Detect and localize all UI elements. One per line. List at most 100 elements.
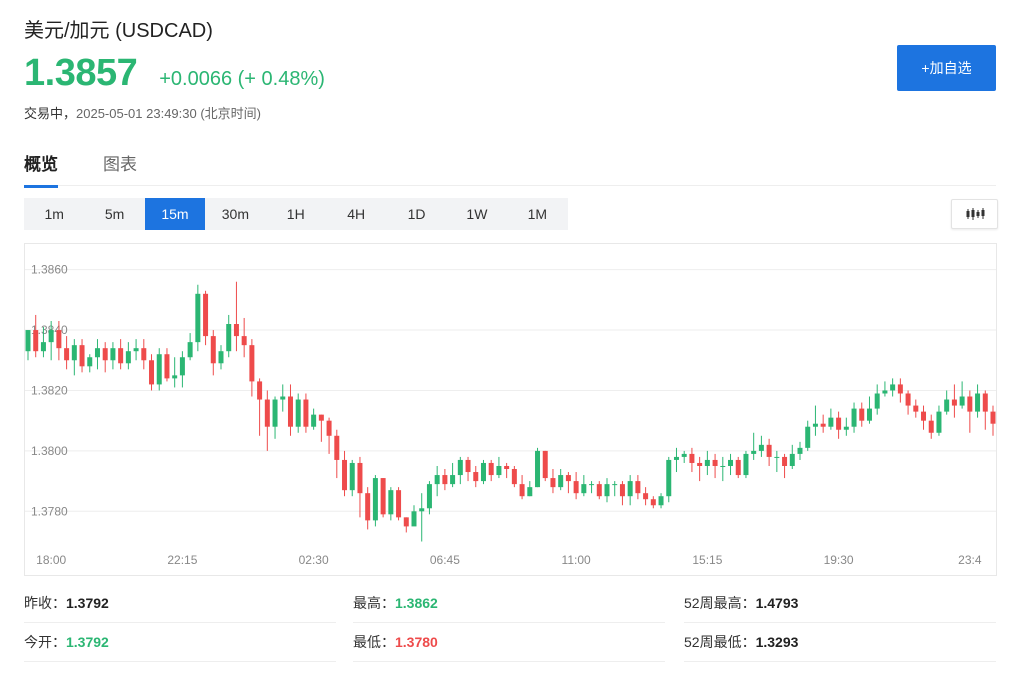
candle (457, 456, 463, 485)
y-tick-label: 1.3800 (31, 444, 68, 458)
candle (303, 393, 309, 433)
candle (859, 402, 865, 427)
candle (836, 411, 842, 439)
candle (249, 339, 255, 397)
period-5m[interactable]: 5m (104, 206, 125, 222)
candle (982, 390, 988, 430)
x-tick-label: 22:15 (167, 553, 197, 567)
candle (311, 408, 317, 430)
candle (951, 384, 957, 418)
candle (782, 453, 788, 479)
period-1m[interactable]: 1m (44, 206, 64, 222)
tab-overview[interactable]: 概览 (24, 150, 58, 188)
candle (465, 456, 471, 482)
stat-value: 1.3862 (395, 595, 438, 611)
candle (295, 393, 301, 433)
tab-chart[interactable]: 图表 (103, 155, 137, 174)
y-tick-label: 1.3780 (31, 504, 68, 518)
candle (843, 417, 849, 436)
price-change: +0.0066 (+ 0.48%) (159, 68, 325, 90)
stat-high: 最高：1.3862 (353, 588, 665, 623)
candle (25, 330, 31, 361)
candle (635, 475, 641, 500)
period-1w[interactable]: 1W (466, 206, 488, 222)
candlestick-chart[interactable]: 1.38601.38401.38201.38001.378018:0022:15… (25, 244, 996, 575)
candle (967, 390, 973, 433)
candle (944, 390, 950, 415)
candle (913, 399, 919, 418)
candle (149, 354, 155, 391)
candle (990, 405, 996, 436)
period-1h[interactable]: 1H (286, 206, 305, 222)
period-4h[interactable]: 4H (347, 206, 366, 222)
period-selector: 1m 5m 15m 30m 1H 4H 1D 1W 1M (24, 198, 568, 230)
candle (388, 487, 394, 521)
stat-label: 昨收： (24, 595, 66, 611)
candle (797, 441, 803, 460)
stat-prev-close: 昨收：1.3792 (24, 588, 336, 623)
candle (511, 465, 517, 488)
price-chart[interactable]: 1.38601.38401.38201.38001.378018:0022:15… (24, 243, 997, 576)
stat-value: 1.3293 (755, 634, 799, 650)
candle (326, 417, 332, 454)
candle (349, 459, 355, 497)
candle (141, 339, 147, 370)
x-tick-label: 02:30 (299, 553, 329, 567)
candle (365, 487, 371, 530)
candle (604, 478, 610, 503)
candle (658, 493, 664, 509)
candle (666, 456, 672, 503)
candle (542, 450, 548, 482)
candle (874, 384, 880, 415)
x-tick-label: 18:00 (36, 553, 66, 567)
candle (496, 456, 502, 479)
x-tick-label: 19:30 (824, 553, 854, 567)
candlestick-icon (966, 208, 984, 220)
candle (164, 348, 170, 382)
candle (102, 342, 108, 373)
candle (766, 438, 772, 466)
candle (280, 384, 286, 412)
candle (751, 432, 757, 460)
stat-label: 最低： (353, 634, 395, 650)
candle (774, 450, 780, 473)
stat-52w-high: 52周最高：1.4793 (684, 588, 996, 623)
stat-label: 52周最高： (684, 595, 756, 611)
period-15m[interactable]: 15m (144, 198, 206, 230)
candle (40, 327, 46, 358)
current-price: 1.3857 (24, 52, 138, 94)
add-watchlist-button[interactable]: +加自选 (897, 45, 996, 91)
candle (681, 450, 687, 463)
candle (480, 459, 486, 485)
candle (619, 481, 625, 506)
period-1d[interactable]: 1D (407, 206, 426, 222)
chart-type-button[interactable] (951, 199, 998, 229)
candle (87, 354, 93, 373)
candle (71, 339, 77, 376)
candle (156, 348, 162, 391)
candle (187, 333, 193, 361)
candle (643, 487, 649, 506)
quote-timestamp: 2025-05-01 23:49:30 (北京时间) (76, 106, 261, 121)
candle (897, 378, 903, 403)
candle (789, 444, 795, 470)
stat-label: 52周最低： (684, 634, 756, 650)
candle (218, 345, 224, 370)
candle (519, 475, 525, 500)
candle (851, 402, 857, 433)
candle (172, 357, 178, 388)
candle (712, 453, 718, 479)
candle (434, 465, 440, 497)
candle (110, 342, 116, 370)
candle (195, 284, 201, 352)
candle (720, 456, 726, 482)
stat-label: 今开： (24, 634, 66, 650)
period-1mo[interactable]: 1M (527, 206, 548, 222)
period-30m[interactable]: 30m (221, 206, 249, 222)
candle (805, 420, 811, 451)
candle (612, 481, 618, 497)
candle (450, 462, 456, 488)
stat-value: 1.3780 (395, 634, 438, 650)
candle (79, 339, 85, 373)
stat-value: 1.3792 (66, 595, 109, 611)
